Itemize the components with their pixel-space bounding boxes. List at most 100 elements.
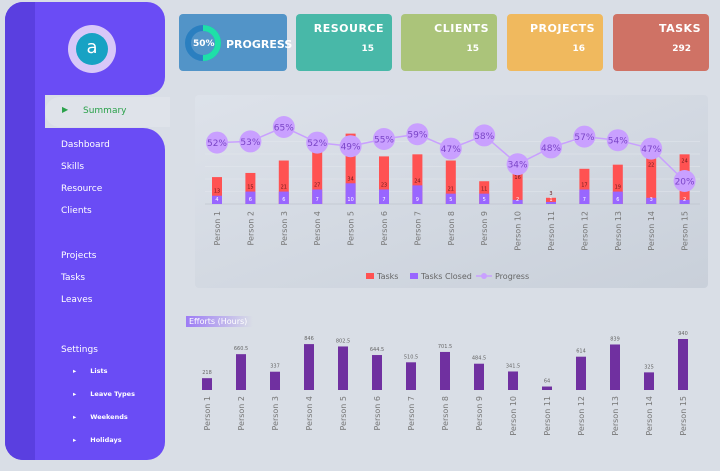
progress-point	[673, 170, 696, 192]
efforts-bar	[542, 386, 552, 390]
efforts-data-label: 218	[202, 370, 212, 376]
efforts-data-label: 846	[304, 336, 314, 342]
tasks-data-label: 19	[615, 185, 621, 191]
sidebar-sub-leave-types[interactable]: ▸ Leave Types	[73, 390, 135, 398]
closed-data-label: 1	[549, 197, 552, 203]
sidebar-sub-weekends[interactable]: ▸ Weekends	[73, 413, 128, 421]
sidebar-item-skills[interactable]: Skills	[61, 162, 85, 172]
card-tasks[interactable]: TASKS 292	[613, 14, 709, 71]
tasks-bar	[212, 177, 222, 204]
card-progress[interactable]: 50% PROGRESS	[179, 14, 292, 71]
tasks-bar	[345, 133, 356, 204]
x-tick-label: Person 3	[280, 211, 289, 246]
progress-point	[272, 116, 295, 138]
closed-data-label: 6	[616, 197, 619, 203]
x-tick-label: Person 4	[305, 396, 314, 431]
progress-point	[573, 125, 596, 148]
efforts-bar	[372, 355, 382, 390]
sidebar-item-resource[interactable]: Resource	[61, 184, 103, 194]
tasks-data-label: 34	[347, 176, 353, 182]
closed-bar	[379, 189, 389, 204]
x-tick-label: Person 8	[441, 396, 450, 431]
sidebar-item-summary[interactable]: ▶ Summary	[45, 97, 170, 127]
legend-swatch	[366, 273, 374, 279]
sidebar-item-dashboard[interactable]: Dashboard	[61, 140, 110, 150]
tasks-data-label: 15	[247, 185, 253, 191]
x-tick-label: Person 2	[246, 211, 255, 246]
x-tick-label: Person 1	[213, 211, 222, 246]
tasks-data-label: 24	[414, 178, 420, 184]
closed-bar	[579, 189, 590, 204]
sidebar-item-clients[interactable]: Clients	[61, 206, 92, 216]
tasks-bar	[479, 181, 490, 204]
progress-point	[406, 123, 429, 146]
efforts-bar	[644, 372, 654, 390]
progress-point	[540, 136, 562, 159]
x-tick-label: Person 7	[413, 211, 422, 246]
tasks-bar	[612, 164, 623, 204]
closed-data-label: 2	[516, 197, 519, 203]
efforts-data-label: 839	[610, 336, 620, 342]
efforts-bar	[406, 362, 416, 390]
x-tick-label: Person 7	[407, 396, 416, 431]
efforts-data-label: 484.5	[472, 356, 486, 362]
progress-point	[239, 130, 262, 153]
progress-data-label: 54%	[608, 137, 628, 147]
sidebar-item-leaves[interactable]: Leaves	[61, 295, 93, 305]
efforts-data-label: 701.5	[438, 344, 452, 350]
progress-data-label: 34%	[508, 161, 528, 171]
efforts-bar	[338, 346, 348, 390]
efforts-bar	[440, 351, 450, 390]
efforts-data-label: 64	[544, 379, 550, 385]
progress-data-label: 59%	[407, 131, 427, 141]
progress-data-label: 65%	[274, 124, 294, 134]
x-tick-label: Person 3	[271, 396, 280, 431]
legend-swatch	[410, 273, 418, 279]
sidebar-sub-lists[interactable]: ▸ Lists	[73, 367, 108, 375]
progress-data-label: 49%	[341, 143, 361, 153]
progress-data-label: 57%	[574, 133, 594, 143]
x-tick-label: Person 10	[509, 396, 518, 436]
closed-data-label: 7	[583, 197, 586, 203]
progress-data-label: 47%	[641, 145, 661, 155]
card-resource[interactable]: RESOURCE 15	[296, 14, 392, 71]
x-tick-label: Person 12	[580, 211, 589, 251]
progress-point	[306, 131, 329, 154]
closed-data-label: 9	[416, 197, 419, 203]
x-tick-label: Person 14	[645, 396, 654, 436]
progress-data-label: 52%	[307, 139, 327, 149]
closed-bar	[412, 185, 423, 204]
efforts-data-label: 325	[644, 364, 654, 370]
progress-data-label: 53%	[240, 138, 260, 148]
tasks-data-label: 16	[514, 175, 520, 181]
sidebar-item-settings[interactable]: Settings	[61, 345, 98, 355]
progress-point	[640, 137, 663, 160]
closed-data-label: 7	[382, 197, 385, 203]
progress-label: PROGRESS	[226, 38, 293, 51]
tasks-bar	[245, 172, 256, 204]
sidebar-item-tasks[interactable]: Tasks	[61, 273, 86, 283]
card-projects[interactable]: PROJECTS 16	[507, 14, 603, 71]
card-clients[interactable]: CLIENTS 15	[401, 14, 497, 71]
efforts-bar	[576, 356, 586, 390]
efforts-data-label: 614	[576, 349, 586, 355]
tasks-bar	[312, 148, 323, 204]
efforts-bar	[474, 363, 484, 390]
progress-data-label: 58%	[474, 132, 494, 142]
x-tick-label: Person 1	[203, 396, 212, 431]
efforts-data-label: 341.5	[506, 363, 520, 369]
x-tick-label: Person 8	[447, 211, 456, 246]
legend-swatch	[481, 273, 487, 279]
efforts-bar	[678, 339, 688, 390]
sidebar-sub-holidays[interactable]: ▸ Holidays	[73, 436, 122, 444]
legend-label: Tasks	[376, 272, 398, 281]
tasks-data-label: 3	[549, 191, 552, 197]
progress-point	[206, 131, 228, 154]
efforts-bar	[202, 378, 212, 390]
tasks-data-label: 11	[481, 187, 487, 193]
sidebar-connector	[5, 90, 45, 135]
sidebar-item-projects[interactable]: Projects	[61, 251, 97, 261]
x-tick-label: Person 6	[380, 211, 389, 246]
